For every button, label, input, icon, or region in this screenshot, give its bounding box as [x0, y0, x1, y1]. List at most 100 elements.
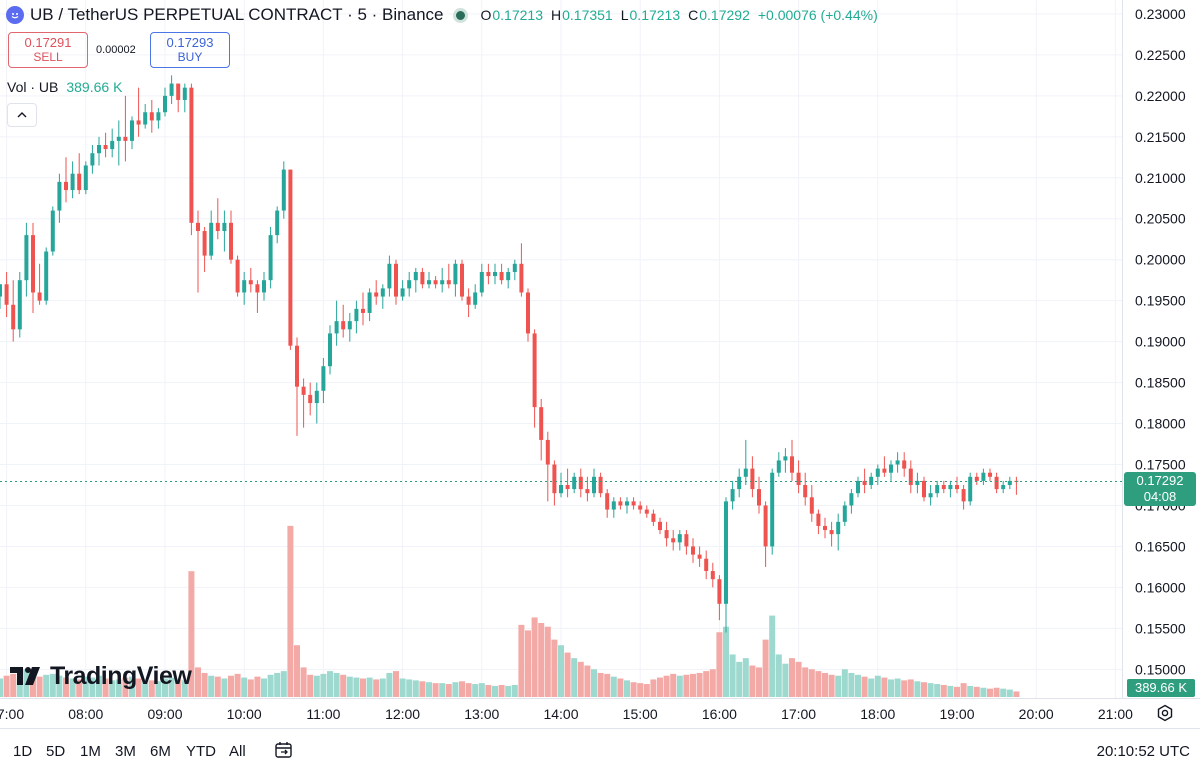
volume-bar	[808, 669, 815, 697]
symbol-title[interactable]: UB / TetherUS PERPETUAL CONTRACT · 5 · B…	[30, 5, 444, 24]
range-6m-button[interactable]: 6M	[150, 743, 171, 760]
candle-body	[50, 210, 55, 252]
volume-bar	[333, 672, 340, 697]
y-tick-label: 0.18000	[1135, 416, 1186, 432]
candle-body	[103, 145, 108, 150]
volume-bar	[518, 624, 525, 697]
volume-bar	[716, 632, 723, 697]
volume-bar	[769, 615, 776, 697]
tradingview-logo[interactable]: TradingView	[10, 662, 192, 690]
volume-bar	[478, 683, 485, 697]
sell-button[interactable]: 0.17291 SELL	[8, 32, 88, 68]
last-price-tag: 0.17292 04:08	[1124, 472, 1196, 506]
candle-body	[757, 489, 761, 506]
candle-body	[743, 468, 748, 477]
candle-body	[572, 476, 577, 490]
candle-body	[618, 501, 623, 506]
candle-body	[380, 288, 385, 297]
volume-bar	[789, 658, 795, 697]
last-price-value: 0.17292	[1136, 473, 1184, 488]
range-1m-button[interactable]: 1M	[80, 743, 101, 760]
candle-body	[704, 558, 709, 572]
x-tick-label: 15:00	[623, 706, 658, 722]
volume-bar	[723, 626, 729, 697]
candle-body	[493, 271, 497, 277]
volume-bar	[980, 687, 987, 697]
buy-button[interactable]: 0.17293 BUY	[150, 32, 230, 68]
volume-bar	[960, 683, 967, 697]
volume-value: 389.66 K	[66, 79, 123, 95]
volume-bar	[676, 675, 683, 697]
volume-bar	[43, 674, 50, 697]
volume-bar	[56, 675, 63, 697]
candle-body	[895, 460, 900, 465]
price-chart[interactable]: 0.23000 0.22500 0.22000 0.21500 0.21000 0.205…	[0, 0, 1200, 728]
utc-clock[interactable]: 20:10:52 UTC	[1096, 743, 1190, 760]
volume-bar	[736, 661, 743, 697]
candle-body	[77, 173, 82, 191]
volume-bar	[683, 674, 690, 697]
volume-bar	[63, 677, 69, 697]
candle-body	[242, 280, 247, 293]
volume-bar	[498, 684, 505, 697]
range-all-button[interactable]: All	[229, 743, 246, 760]
candle-body	[196, 222, 200, 232]
y-tick-label: 0.23000	[1135, 6, 1186, 22]
candle-body	[229, 222, 233, 260]
volume-bar	[571, 658, 578, 697]
candle-body	[948, 484, 953, 490]
candle-body	[235, 259, 240, 293]
volume-bar	[445, 684, 452, 697]
volume-bar	[195, 667, 201, 697]
candle-body	[387, 263, 392, 289]
candle-body	[130, 120, 134, 141]
volume-bar	[604, 673, 611, 697]
volume-bar	[775, 654, 782, 697]
candle-body	[189, 87, 194, 223]
volume-bar	[142, 679, 149, 697]
range-5d-button[interactable]: 5D	[46, 743, 66, 760]
volume-bar	[406, 679, 413, 697]
y-tick-label: 0.21500	[1135, 129, 1186, 145]
candle-body	[578, 476, 583, 490]
candle-body	[506, 271, 511, 281]
candle-body	[717, 579, 722, 604]
candle-body	[545, 439, 550, 465]
volume-bar	[201, 672, 208, 697]
calendar-go-to-icon[interactable]	[274, 740, 294, 765]
candle-body	[908, 468, 913, 485]
candle-body	[776, 460, 781, 473]
volume-bar	[577, 661, 584, 697]
volume-bar	[663, 675, 670, 697]
volume-bar	[214, 676, 221, 697]
volume-bar	[709, 669, 716, 697]
volume-bar	[617, 678, 624, 697]
candle-body	[671, 538, 676, 543]
candle-body	[466, 296, 471, 305]
candle-body	[862, 480, 867, 485]
volume-bar	[234, 673, 241, 697]
candle-body	[611, 501, 616, 510]
range-1d-button[interactable]: 1D	[13, 743, 33, 760]
volume-bar	[76, 679, 83, 697]
candle-body	[486, 271, 491, 277]
y-tick-label: 0.15000	[1135, 661, 1186, 677]
settings-gear-icon[interactable]	[1156, 704, 1174, 727]
candle-body	[479, 271, 484, 293]
volume-bar	[584, 665, 591, 697]
range-ytd-button[interactable]: YTD	[186, 743, 216, 760]
x-tick-label: 08:00	[68, 706, 103, 722]
candle-body	[836, 521, 841, 535]
candle-body	[677, 534, 682, 543]
sell-price: 0.17291	[24, 35, 72, 50]
collapse-legend-button[interactable]	[7, 103, 37, 127]
candle-body	[354, 308, 359, 322]
range-3m-button[interactable]: 3M	[115, 743, 136, 760]
volume-bar	[954, 686, 960, 697]
volume-bar	[782, 663, 789, 697]
volume-bar	[452, 682, 459, 697]
volume-bar	[386, 672, 393, 697]
candle-body	[526, 292, 530, 334]
candle-body	[149, 112, 154, 121]
volume-bar	[412, 680, 419, 697]
